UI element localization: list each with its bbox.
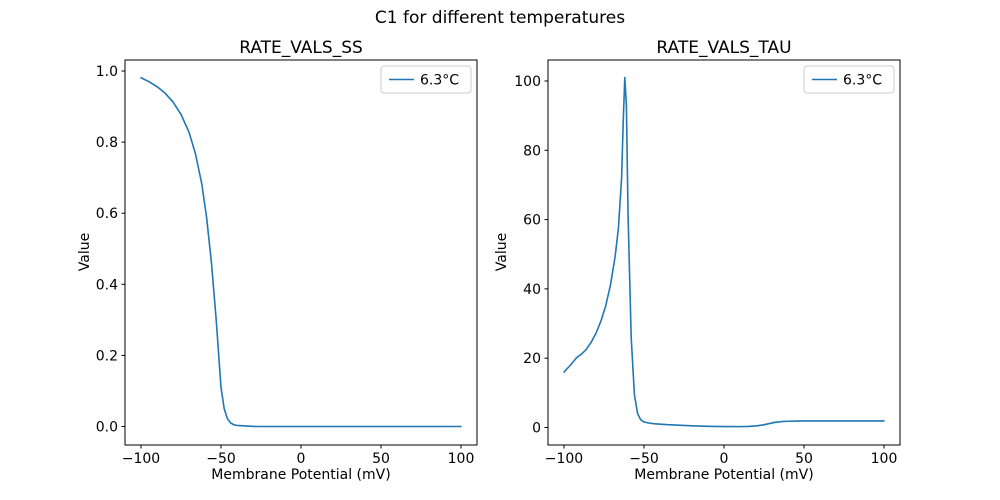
x-tick-label: −100 bbox=[545, 451, 583, 467]
legend-box bbox=[803, 65, 895, 94]
axes-frame bbox=[547, 59, 901, 446]
x-tick-label: −50 bbox=[206, 451, 236, 467]
y-tick-label: 0.0 bbox=[96, 420, 118, 436]
y-tick-label: 0 bbox=[532, 421, 541, 437]
y-axis-label-ss: Value bbox=[77, 232, 93, 272]
figure-title: C1 for different temperatures bbox=[374, 8, 626, 28]
x-tick-label: −100 bbox=[122, 451, 160, 467]
y-tick-label: 0.8 bbox=[96, 135, 118, 151]
axes-frame bbox=[124, 59, 478, 446]
subplot-ss: −100 −50 0 50 100 0.0 0.2 0.4 0.6 0.8 1.0 6.3°C bbox=[96, 59, 478, 467]
x-tick-label: 100 bbox=[871, 451, 898, 467]
x-tick-label: 0 bbox=[720, 451, 729, 467]
x-tick-label: −50 bbox=[629, 451, 659, 467]
y-axis-label-tau: Value bbox=[494, 232, 510, 272]
subplot-tau: −100 −50 0 50 100 0 20 40 60 80 100 6.3°C bbox=[514, 59, 901, 467]
x-tick-label: 50 bbox=[372, 451, 390, 467]
x-tick-label: 100 bbox=[448, 451, 475, 467]
x-tick-label: 0 bbox=[297, 451, 306, 467]
y-tick-label: 0.2 bbox=[96, 348, 118, 364]
subplot-title-ss: RATE_VALS_SS bbox=[239, 38, 363, 58]
y-tick-label: 80 bbox=[523, 143, 541, 159]
series-line bbox=[563, 76, 885, 428]
x-tick-label: 50 bbox=[795, 451, 813, 467]
legend-box bbox=[380, 65, 472, 94]
subplot-title-tau: RATE_VALS_TAU bbox=[656, 38, 792, 58]
y-tick-label: 0.4 bbox=[96, 277, 118, 293]
y-tick-label: 100 bbox=[514, 74, 541, 90]
y-tick-label: 40 bbox=[523, 282, 541, 298]
y-tick-label: 0.6 bbox=[96, 206, 118, 222]
series-line bbox=[140, 76, 462, 428]
y-tick-label: 20 bbox=[523, 351, 541, 367]
legend-label: 6.3°C bbox=[843, 73, 882, 89]
y-tick-label: 1.0 bbox=[96, 64, 118, 80]
y-tick-label: 60 bbox=[523, 213, 541, 229]
x-axis-label-ss: Membrane Potential (mV) bbox=[211, 467, 391, 483]
legend-label: 6.3°C bbox=[420, 73, 459, 89]
x-axis-label-tau: Membrane Potential (mV) bbox=[634, 467, 814, 483]
